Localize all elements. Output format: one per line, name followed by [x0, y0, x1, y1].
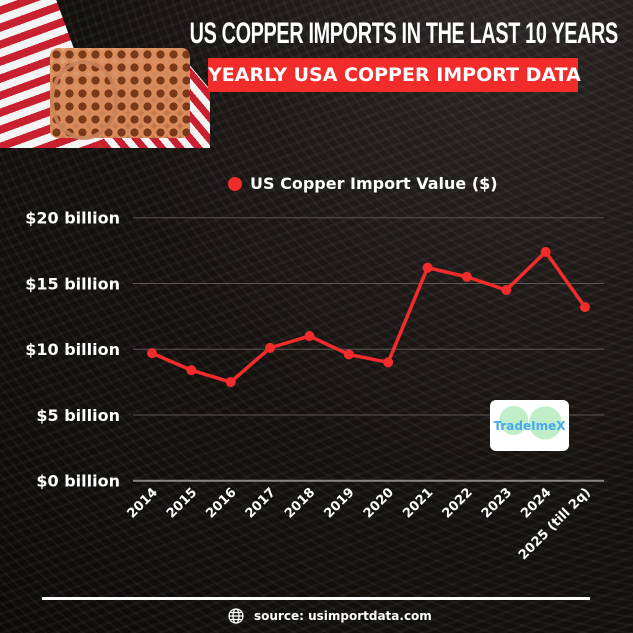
data-point: [580, 302, 590, 313]
data-point: [383, 357, 394, 368]
x-tick-label: 2023: [479, 485, 515, 521]
x-tick-label: 2018: [282, 485, 318, 521]
hero-image-copper-flag: [0, 0, 210, 148]
x-tick-label: 2016: [203, 485, 239, 521]
logo-text: TradeImeX: [493, 418, 566, 433]
x-tick-label: 2022: [440, 485, 476, 521]
y-tick-label: $0 billion: [36, 472, 120, 491]
page-title: US COPPER IMPORTS IN THE LAST 10 YEARS: [189, 17, 619, 50]
data-point: [540, 246, 551, 257]
legend-marker: [228, 176, 242, 191]
data-point: [265, 342, 276, 353]
x-tick-label: 2017: [243, 485, 279, 521]
data-point: [422, 262, 433, 273]
y-tick-label: $20 billion: [25, 209, 120, 228]
x-tick-label: 2025 (till 2q): [516, 485, 594, 563]
x-tick-label: 2024: [518, 485, 554, 521]
footer-divider: [42, 597, 590, 600]
page-subtitle: YEARLY USA COPPER IMPORT DATA: [208, 58, 581, 92]
x-tick-label: 2014: [125, 485, 161, 521]
globe-icon: [228, 608, 244, 624]
data-point: [304, 331, 315, 342]
data-point: [461, 271, 472, 282]
data-point: [186, 365, 197, 376]
footer-source: source: usimportdata.com: [228, 608, 432, 624]
data-point: [501, 285, 512, 296]
data-point: [225, 377, 236, 388]
source-text: source: usimportdata.com: [254, 609, 432, 623]
y-tick-label: $15 billion: [25, 274, 120, 293]
x-tick-label: 2020: [361, 485, 397, 521]
chart-legend: US Copper Import Value ($): [228, 174, 498, 193]
data-point: [343, 349, 354, 360]
x-tick-label: 2019: [321, 485, 357, 521]
series-line: [151, 250, 587, 384]
legend-label: US Copper Import Value ($): [250, 174, 498, 193]
copper-wire-coil-image: [50, 60, 118, 140]
tradeimex-logo: TradeImeX: [490, 400, 569, 451]
x-tick-label: 2015: [164, 485, 200, 521]
y-tick-label: $5 billion: [36, 406, 120, 425]
data-point: [147, 348, 157, 359]
x-tick-label: 2021: [400, 485, 436, 521]
y-tick-label: $10 billion: [25, 340, 120, 359]
